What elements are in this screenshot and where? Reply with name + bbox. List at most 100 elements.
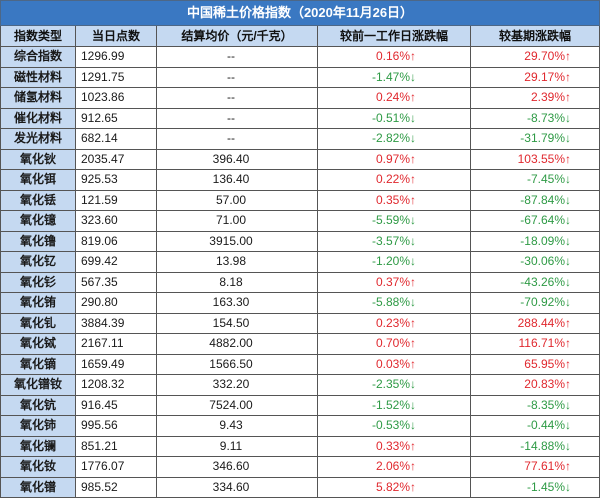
row-daily-change: 0.16%↑ bbox=[318, 47, 471, 68]
row-index-type: 氧化镱 bbox=[1, 211, 76, 232]
row-settlement-price: 136.40 bbox=[157, 170, 318, 191]
row-points: 1296.99 bbox=[76, 47, 157, 68]
row-points: 290.80 bbox=[76, 293, 157, 314]
row-daily-change: 0.37%↑ bbox=[318, 272, 471, 293]
row-index-type: 氧化钕 bbox=[1, 457, 76, 478]
header-settlement-price: 结算均价（元/千克） bbox=[157, 26, 318, 47]
row-daily-change: -1.47%↓ bbox=[318, 67, 471, 88]
row-base-change: 116.71%↑ bbox=[471, 334, 600, 355]
row-index-type: 氧化钐 bbox=[1, 272, 76, 293]
row-settlement-price: 7524.00 bbox=[157, 395, 318, 416]
row-base-change: -0.44%↓ bbox=[471, 416, 600, 437]
row-base-change: -70.92%↓ bbox=[471, 293, 600, 314]
row-base-change: 29.17%↑ bbox=[471, 67, 600, 88]
row-index-type: 氧化钇 bbox=[1, 252, 76, 273]
row-points: 699.42 bbox=[76, 252, 157, 273]
row-base-change: -8.35%↓ bbox=[471, 395, 600, 416]
row-index-type: 磁性材料 bbox=[1, 67, 76, 88]
row-daily-change: -0.53%↓ bbox=[318, 416, 471, 437]
row-index-type: 氧化镧 bbox=[1, 436, 76, 457]
row-index-type: 发光材料 bbox=[1, 129, 76, 150]
row-index-type: 氧化铕 bbox=[1, 293, 76, 314]
row-index-type: 氧化铽 bbox=[1, 334, 76, 355]
row-points: 985.52 bbox=[76, 477, 157, 498]
row-points: 925.53 bbox=[76, 170, 157, 191]
row-daily-change: -2.82%↓ bbox=[318, 129, 471, 150]
row-settlement-price: -- bbox=[157, 108, 318, 129]
row-points: 1776.07 bbox=[76, 457, 157, 478]
row-base-change: -18.09%↓ bbox=[471, 231, 600, 252]
row-points: 819.06 bbox=[76, 231, 157, 252]
row-settlement-price: 396.40 bbox=[157, 149, 318, 170]
table-title: 中国稀土价格指数（2020年11月26日） bbox=[0, 0, 600, 26]
row-index-type: 氧化钆 bbox=[1, 313, 76, 334]
row-index-type: 综合指数 bbox=[1, 47, 76, 68]
row-daily-change: 2.06%↑ bbox=[318, 457, 471, 478]
header-points: 当日点数 bbox=[76, 26, 157, 47]
row-daily-change: 0.33%↑ bbox=[318, 436, 471, 457]
row-points: 1023.86 bbox=[76, 88, 157, 109]
row-base-change: -8.73%↓ bbox=[471, 108, 600, 129]
row-points: 1208.32 bbox=[76, 375, 157, 396]
row-settlement-price: -- bbox=[157, 47, 318, 68]
row-index-type: 氧化钬 bbox=[1, 149, 76, 170]
row-index-type: 催化材料 bbox=[1, 108, 76, 129]
row-settlement-price: 8.18 bbox=[157, 272, 318, 293]
row-index-type: 氧化铥 bbox=[1, 190, 76, 211]
row-daily-change: 0.24%↑ bbox=[318, 88, 471, 109]
row-daily-change: 0.22%↑ bbox=[318, 170, 471, 191]
row-points: 916.45 bbox=[76, 395, 157, 416]
row-points: 121.59 bbox=[76, 190, 157, 211]
row-settlement-price: -- bbox=[157, 67, 318, 88]
row-settlement-price: 9.11 bbox=[157, 436, 318, 457]
row-daily-change: 0.03%↑ bbox=[318, 354, 471, 375]
header-base-change: 较基期涨跌幅 bbox=[471, 26, 600, 47]
row-base-change: 77.61%↑ bbox=[471, 457, 600, 478]
row-base-change: 65.95%↑ bbox=[471, 354, 600, 375]
row-points: 1659.49 bbox=[76, 354, 157, 375]
row-index-type: 氧化镝 bbox=[1, 354, 76, 375]
row-settlement-price: 332.20 bbox=[157, 375, 318, 396]
row-daily-change: -5.59%↓ bbox=[318, 211, 471, 232]
row-base-change: -87.84%↓ bbox=[471, 190, 600, 211]
row-base-change: 103.55%↑ bbox=[471, 149, 600, 170]
row-daily-change: -1.52%↓ bbox=[318, 395, 471, 416]
row-points: 323.60 bbox=[76, 211, 157, 232]
row-settlement-price: -- bbox=[157, 88, 318, 109]
row-base-change: -7.45%↓ bbox=[471, 170, 600, 191]
row-index-type: 氧化镨钕 bbox=[1, 375, 76, 396]
row-base-change: 2.39%↑ bbox=[471, 88, 600, 109]
row-points: 851.21 bbox=[76, 436, 157, 457]
row-index-type: 氧化铈 bbox=[1, 416, 76, 437]
row-settlement-price: 3915.00 bbox=[157, 231, 318, 252]
row-settlement-price: 163.30 bbox=[157, 293, 318, 314]
row-settlement-price: 346.60 bbox=[157, 457, 318, 478]
row-daily-change: 0.70%↑ bbox=[318, 334, 471, 355]
row-daily-change: -2.35%↓ bbox=[318, 375, 471, 396]
row-index-type: 氧化镥 bbox=[1, 231, 76, 252]
row-daily-change: 5.82%↑ bbox=[318, 477, 471, 498]
header-daily-change: 较前一工作日涨跌幅 bbox=[318, 26, 471, 47]
row-daily-change: -5.88%↓ bbox=[318, 293, 471, 314]
row-daily-change: 0.97%↑ bbox=[318, 149, 471, 170]
row-settlement-price: 154.50 bbox=[157, 313, 318, 334]
row-base-change: 29.70%↑ bbox=[471, 47, 600, 68]
row-settlement-price: 9.43 bbox=[157, 416, 318, 437]
row-index-type: 氧化镨 bbox=[1, 477, 76, 498]
row-daily-change: 0.23%↑ bbox=[318, 313, 471, 334]
row-base-change: -30.06%↓ bbox=[471, 252, 600, 273]
row-points: 995.56 bbox=[76, 416, 157, 437]
row-daily-change: -0.51%↓ bbox=[318, 108, 471, 129]
row-settlement-price: 57.00 bbox=[157, 190, 318, 211]
row-base-change: -1.45%↓ bbox=[471, 477, 600, 498]
row-daily-change: -3.57%↓ bbox=[318, 231, 471, 252]
row-index-type: 氧化铒 bbox=[1, 170, 76, 191]
row-settlement-price: 4882.00 bbox=[157, 334, 318, 355]
row-points: 1291.75 bbox=[76, 67, 157, 88]
row-base-change: -43.26%↓ bbox=[471, 272, 600, 293]
row-points: 2035.47 bbox=[76, 149, 157, 170]
row-settlement-price: 71.00 bbox=[157, 211, 318, 232]
row-points: 912.65 bbox=[76, 108, 157, 129]
row-settlement-price: 13.98 bbox=[157, 252, 318, 273]
